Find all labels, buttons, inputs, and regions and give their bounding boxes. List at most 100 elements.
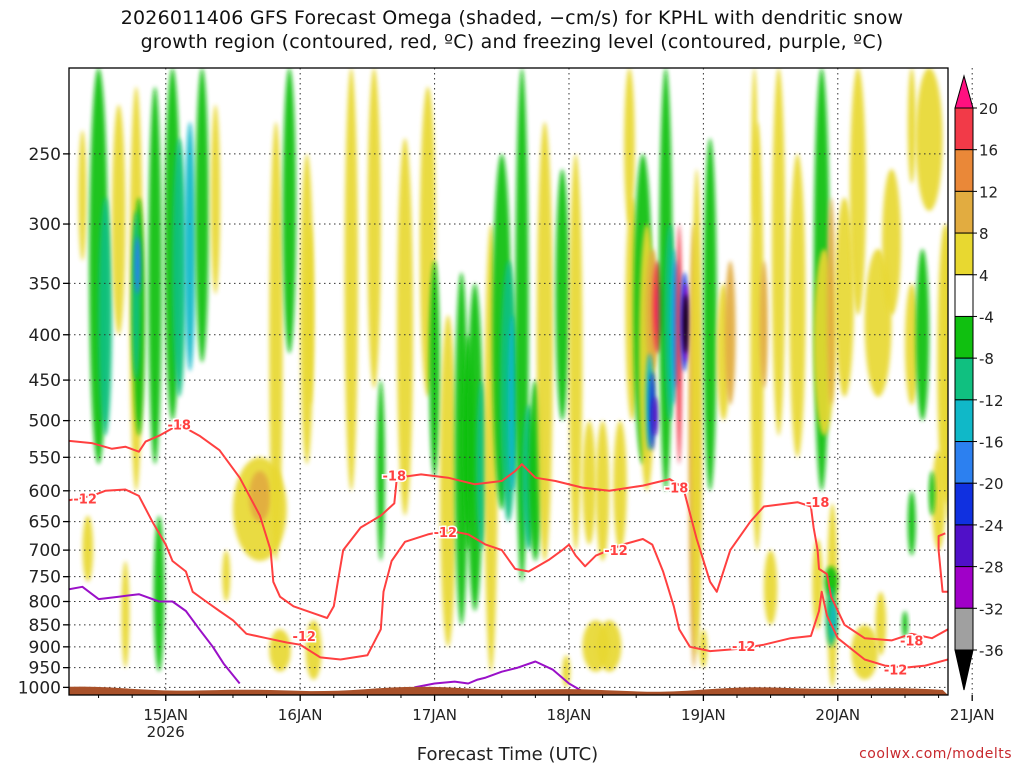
omega-cell: [367, 68, 381, 389]
dgz-contour-label: -18: [900, 634, 924, 649]
omega-cell: [121, 560, 130, 668]
colorbar-label: -32: [979, 600, 1004, 618]
x-tick-label: 17JAN: [412, 706, 457, 724]
ground-surface: [69, 686, 948, 695]
omega-cell: [835, 197, 854, 397]
colorbar-label: 8: [979, 225, 989, 243]
y-tick-label: 550: [29, 448, 61, 468]
colorbar-swatch: [954, 524, 974, 568]
y-tick-label: 350: [29, 274, 61, 294]
omega-cell: [555, 168, 569, 421]
colorbar-label: 20: [979, 100, 998, 118]
omega-cell: [222, 550, 231, 602]
omega-cell: [915, 248, 930, 421]
omega-cell: [676, 224, 683, 465]
dgz-contour-label: -18: [383, 470, 407, 485]
dgz-contour-label: -18: [806, 496, 830, 511]
y-tick-label: 400: [29, 326, 61, 346]
omega-cell: [344, 68, 358, 491]
colorbar-swatch: [954, 315, 974, 359]
y-tick-label: 900: [29, 638, 61, 658]
ground: [69, 686, 948, 695]
omega-cell: [915, 68, 943, 211]
credit-link[interactable]: coolwx.com/modelts: [859, 746, 1012, 762]
dgz-contour-label: -12: [434, 526, 458, 541]
omega-cell: [172, 138, 186, 397]
omega-cell: [132, 210, 141, 381]
y-tick-label: 250: [29, 145, 61, 165]
colorbar-label: -4: [979, 308, 994, 326]
plot-frame: [68, 67, 949, 696]
omega-cell: [536, 121, 553, 561]
omega-cell: [507, 315, 518, 491]
y-tick-label: 750: [29, 568, 61, 588]
omega-cell: [928, 471, 935, 516]
omega-cell: [789, 153, 806, 458]
contours: -18 -12 -18 -12 -12 -18 -18 -12 -12 -18 -12: [69, 417, 948, 693]
colorbar-label: -36: [979, 642, 1004, 660]
omega-cell: [827, 197, 836, 405]
colorbar-label: -28: [979, 559, 1004, 577]
title-line-2: growth region (contoured, red, ºC) and f…: [140, 31, 884, 53]
colorbar-label: -16: [979, 434, 1004, 452]
omega-cell: [134, 236, 141, 295]
omega-cell: [305, 224, 314, 405]
omega-cell: [759, 260, 768, 389]
y-tick-label: 850: [29, 616, 61, 636]
y-tick-label: 300: [29, 215, 61, 235]
omega-cell: [830, 601, 837, 639]
colorbar-label: 4: [979, 267, 989, 285]
colorbar-swatch: [954, 399, 974, 443]
omega-cell: [652, 396, 658, 436]
colorbar-top-arrow: [954, 74, 974, 109]
omega-cell: [98, 197, 113, 436]
y-tick-label: 600: [29, 482, 61, 502]
colorbar-label: -20: [979, 475, 1004, 493]
dgz-contour-label: -12: [884, 664, 908, 679]
colorbar-swatch: [954, 190, 974, 234]
omega-cell: [942, 224, 948, 522]
x-tick-sublabel: 2026: [147, 723, 185, 741]
colorbar-swatch: [954, 482, 974, 526]
title-line-1: 2026011406 GFS Forecast Omega (shaded, −…: [120, 7, 904, 29]
omega-cell: [904, 283, 919, 405]
chart-title: 2026011406 GFS Forecast Omega (shaded, −…: [0, 6, 1024, 54]
dgz-contour-label: -12: [73, 492, 97, 507]
dgz-contour-label: -18: [665, 482, 689, 497]
dgz-contour-12b: [937, 532, 948, 593]
colorbar-label: -24: [979, 517, 1004, 535]
x-tick-label: 18JAN: [547, 706, 592, 724]
omega-cell: [763, 550, 778, 625]
omega-cell: [282, 68, 297, 354]
omega-cell: [724, 260, 736, 405]
omega-cell: [269, 121, 283, 561]
colorbar-swatch: [954, 566, 974, 609]
colorbar-label: -8: [979, 350, 994, 368]
x-tick-label: 20JAN: [815, 706, 860, 724]
colorbar-swatch: [954, 149, 974, 192]
colorbar-label: 12: [979, 183, 998, 201]
colorbar-swatch: [954, 232, 974, 276]
omega-cell: [396, 138, 414, 516]
omega-cell: [153, 515, 165, 672]
colorbar-label: -12: [979, 392, 1004, 410]
omega-cell: [582, 420, 596, 545]
omega-cell: [849, 68, 867, 316]
colorbar-swatch: [954, 274, 974, 317]
colorbar-bottom-arrow: [954, 649, 974, 691]
colorbar-label: 16: [979, 142, 998, 160]
omega-cell: [882, 168, 901, 316]
omega-cell: [771, 68, 786, 436]
y-tick-label: 700: [29, 541, 61, 561]
omega-cell: [682, 294, 689, 354]
colorbar-swatch: [954, 107, 974, 151]
omega-cell: [582, 620, 610, 672]
colorbar-swatch: [954, 607, 974, 651]
omega-cell: [568, 153, 583, 551]
dgz-contour-18: [69, 423, 948, 642]
omega-cell: [691, 168, 703, 656]
omega-cell: [613, 420, 627, 551]
y-tick-label: 450: [29, 371, 61, 391]
y-axis: 2503003504004505005506006507007508008509…: [18, 145, 69, 698]
